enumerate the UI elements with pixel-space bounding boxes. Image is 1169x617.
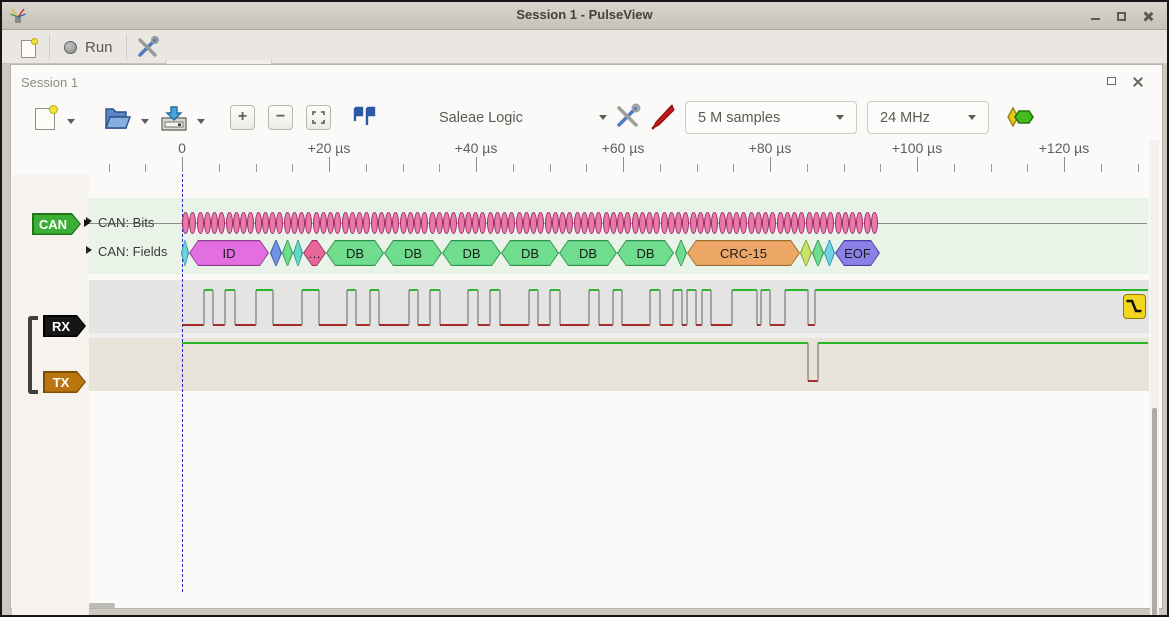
session-toolbar: + − Saleae Logic <box>11 95 1162 165</box>
run-led-icon <box>64 40 77 54</box>
maximize-icon[interactable] <box>1115 11 1129 23</box>
toolbar-separator <box>126 34 127 60</box>
run-button[interactable]: Run <box>58 33 119 61</box>
device-select-arrow-icon <box>599 115 607 120</box>
minimize-icon[interactable] <box>1089 11 1103 23</box>
trigger-flags-icon[interactable] <box>351 105 377 131</box>
label-gutter <box>12 175 89 615</box>
new-session-button[interactable] <box>8 33 42 61</box>
save-icon[interactable] <box>159 104 189 132</box>
vertical-scrollbar-handle[interactable] <box>1152 408 1157 615</box>
tx-band <box>89 338 1149 391</box>
session-window: Session 1 + − <box>10 64 1163 615</box>
new-session-icon <box>21 38 38 58</box>
zoom-in-button[interactable]: + <box>230 105 255 130</box>
probe-icon[interactable] <box>651 103 675 131</box>
open-file-dropdown-icon[interactable] <box>141 119 149 124</box>
run-label: Run <box>85 38 113 56</box>
new-file-dropdown-icon[interactable] <box>67 119 75 124</box>
sample-rate-arrow-icon <box>968 115 976 120</box>
sample-count-value: 5 M samples <box>698 109 781 126</box>
new-file-icon[interactable] <box>35 105 58 130</box>
zoom-fit-icon <box>312 111 325 124</box>
window-title: Session 1 - PulseView <box>516 7 653 22</box>
sample-count-arrow-icon <box>836 115 844 120</box>
save-dropdown-icon[interactable] <box>197 119 205 124</box>
session-close-icon[interactable] <box>1132 76 1144 88</box>
sample-rate-select[interactable]: 24 MHz <box>867 101 989 134</box>
session-window-title: Session 1 <box>21 75 79 90</box>
titlebar[interactable]: Session 1 - PulseView <box>2 2 1167 30</box>
settings-icon[interactable] <box>136 35 160 59</box>
main-toolbar: Run Session 1 <box>2 30 1167 92</box>
channels-config-icon[interactable] <box>615 103 641 129</box>
sample-rate-value: 24 MHz <box>880 109 930 126</box>
horizontal-scrollbar-handle[interactable] <box>89 603 115 608</box>
decoder-band <box>89 198 1149 274</box>
rx-band <box>89 280 1149 333</box>
band-gap <box>89 333 1149 338</box>
device-select[interactable]: Saleae Logic <box>439 101 607 134</box>
session-restore-icon[interactable] <box>1107 77 1118 87</box>
vertical-scrollbar[interactable] <box>1150 140 1159 615</box>
zoom-fit-button[interactable] <box>306 105 331 130</box>
close-icon[interactable] <box>1141 11 1155 23</box>
sample-count-select[interactable]: 5 M samples <box>685 101 857 134</box>
device-select-value: Saleae Logic <box>439 109 523 126</box>
app-icon <box>10 8 26 23</box>
add-decoder-icon[interactable] <box>1007 106 1035 128</box>
open-file-icon[interactable] <box>103 105 131 131</box>
zoom-out-button[interactable]: − <box>268 105 293 130</box>
toolbar-separator <box>49 34 50 60</box>
